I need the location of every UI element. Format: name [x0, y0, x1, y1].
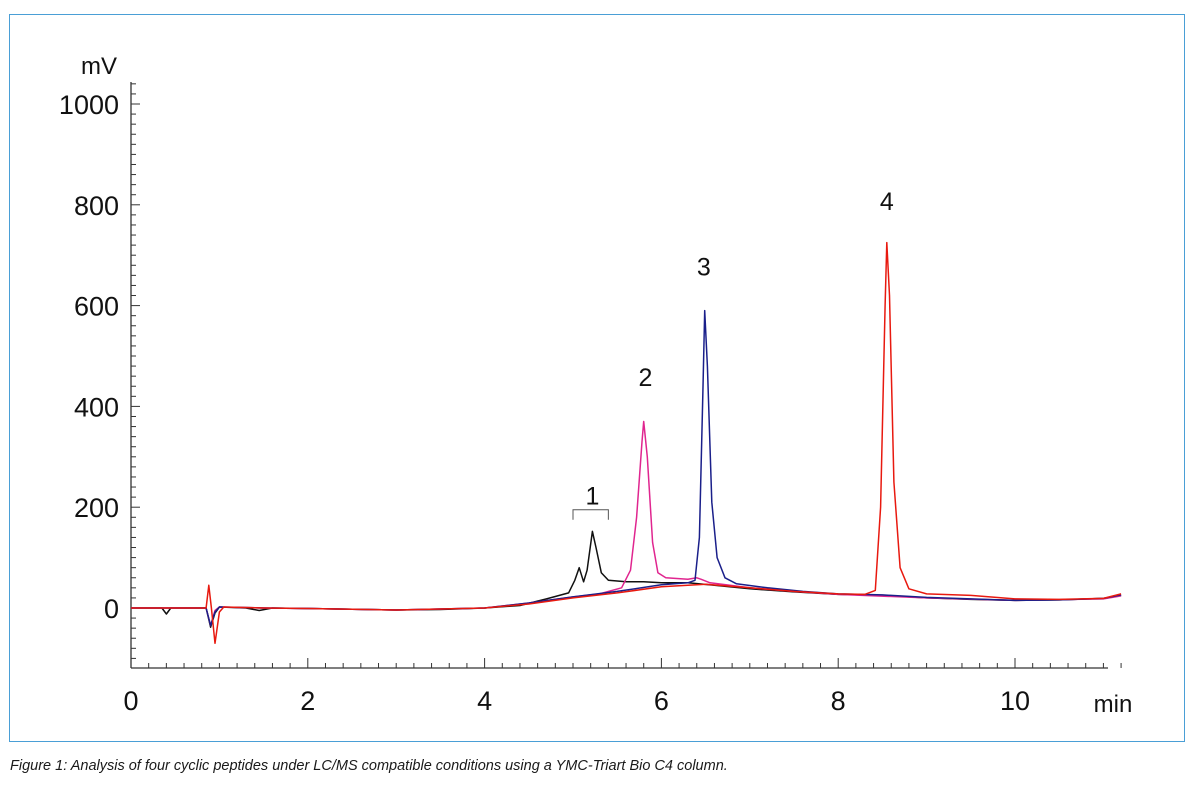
trace-line-4 [131, 241, 1122, 645]
x-tick-label: 0 [123, 686, 138, 716]
x-tick-label: 10 [1000, 686, 1030, 716]
peak-label: 4 [880, 188, 894, 216]
x-axis-label: min [1094, 691, 1133, 718]
figure-caption: Figure 1: Analysis of four cyclic peptid… [10, 758, 728, 774]
y-tick-label: 200 [74, 493, 119, 523]
x-tick-label: 8 [831, 686, 846, 716]
traces-group [131, 241, 1122, 645]
peak-1-bracket [572, 509, 609, 520]
annotations-group: 1 2 3 4 [572, 188, 894, 520]
peak-label: 1 [585, 483, 599, 511]
y-tick-label: 400 [74, 392, 119, 422]
axes-group: 0 200 400 600 800 1000 mV 0 2 4 6 8 10 min [59, 53, 1132, 718]
y-tick-label: 1000 [59, 90, 119, 120]
x-tick-label: 6 [654, 686, 669, 716]
x-tick-label: 4 [477, 686, 492, 716]
x-tick-label: 2 [300, 686, 315, 716]
y-axis-label: mV [81, 53, 117, 80]
peak-label: 2 [639, 364, 653, 392]
y-tick-label: 0 [104, 594, 119, 624]
peak-label: 3 [697, 253, 711, 281]
figure-frame [9, 14, 1185, 742]
y-tick-label: 800 [74, 191, 119, 221]
chromatogram-chart: 0 200 400 600 800 1000 mV 0 2 4 6 8 10 min 1 2 3 4 [59, 53, 1132, 718]
y-tick-label: 600 [74, 292, 119, 322]
